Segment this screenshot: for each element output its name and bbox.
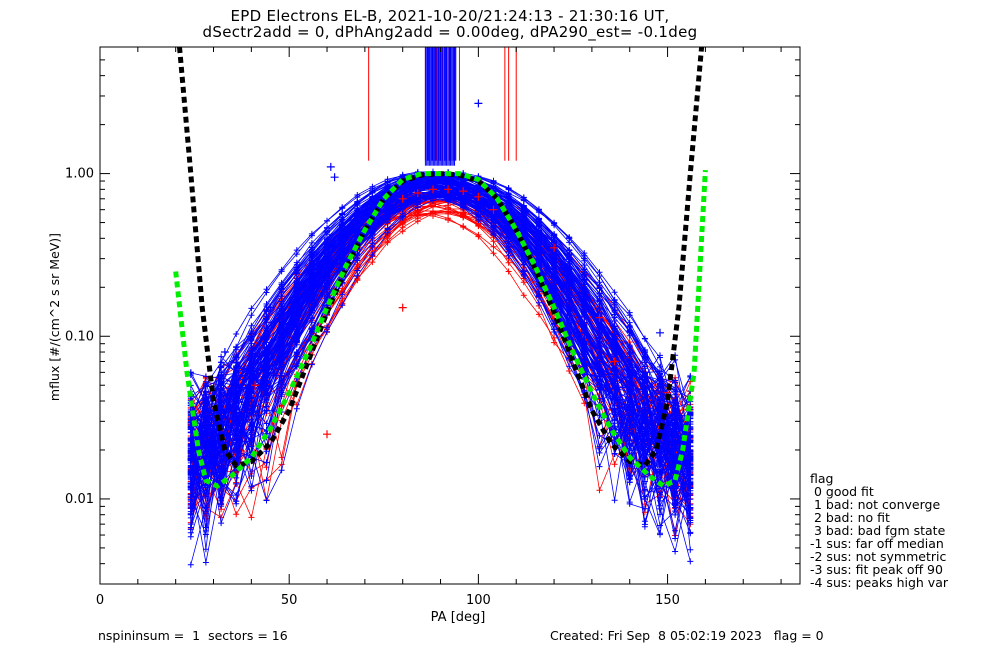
- data-point-marker: [308, 361, 315, 368]
- data-point-marker: [187, 561, 194, 568]
- data-point-marker: [263, 459, 270, 466]
- data-point-marker: [596, 487, 603, 494]
- data-trace-line: [190, 184, 691, 539]
- data-point-marker: [611, 289, 618, 296]
- data-point-marker: [414, 218, 421, 225]
- data-point-marker: [430, 208, 436, 215]
- chart-title-line2: dSectr2add = 0, dPhAng2add = 0.00deg, dP…: [202, 23, 698, 41]
- data-point-marker: [202, 559, 209, 566]
- data-point-marker: [414, 213, 421, 219]
- data-point-marker: [535, 293, 542, 300]
- data-point-marker: [657, 531, 663, 538]
- data-point-marker: [490, 250, 497, 257]
- data-point-marker: [248, 514, 255, 521]
- data-point-marker: [399, 221, 406, 228]
- trace-group: [187, 99, 694, 568]
- data-point-marker: [460, 213, 467, 220]
- data-point-marker: [445, 215, 452, 222]
- data-point-marker: [490, 243, 497, 250]
- data-point-marker: [687, 558, 694, 565]
- data-point-marker: [233, 511, 240, 518]
- data-point-marker: [354, 272, 361, 279]
- data-point-marker: [278, 461, 285, 468]
- data-point-marker: [505, 259, 512, 266]
- data-point-marker: [233, 474, 240, 481]
- data-point-marker: [218, 353, 225, 360]
- chart-title-line1: EPD Electrons EL-B, 2021-10-20/21:24:13 …: [230, 7, 670, 25]
- data-point-marker: [475, 233, 482, 240]
- data-point-marker: [551, 334, 558, 341]
- data-point-marker: [445, 209, 452, 216]
- data-point-marker: [672, 379, 679, 386]
- data-point-marker: [520, 292, 527, 299]
- data-point-marker: [278, 467, 285, 474]
- data-point-marker: [505, 268, 512, 275]
- data-point-marker: [611, 461, 618, 468]
- data-point-marker: [233, 492, 240, 499]
- data-point-marker: [384, 239, 391, 246]
- data-point-marker: [672, 548, 679, 555]
- data-point-marker: [399, 228, 406, 235]
- data-point-marker: [535, 311, 542, 318]
- data-point-marker: [626, 319, 633, 326]
- data-point-marker: [233, 331, 240, 337]
- data-point-marker: [460, 224, 467, 231]
- data-point-marker: [278, 454, 285, 461]
- data-point-marker: [248, 322, 255, 329]
- data-point-marker: [566, 363, 573, 370]
- data-point-marker: [278, 293, 285, 300]
- data-point-marker: [293, 405, 300, 412]
- data-point-marker: [369, 259, 376, 266]
- data-point-marker: [672, 535, 679, 542]
- data-point-marker: [611, 497, 618, 504]
- data-point-marker: [596, 463, 603, 470]
- data-point-marker: [339, 302, 346, 309]
- data-point-marker: [369, 252, 376, 258]
- data-point-marker: [263, 497, 270, 504]
- data-point-marker: [248, 312, 255, 319]
